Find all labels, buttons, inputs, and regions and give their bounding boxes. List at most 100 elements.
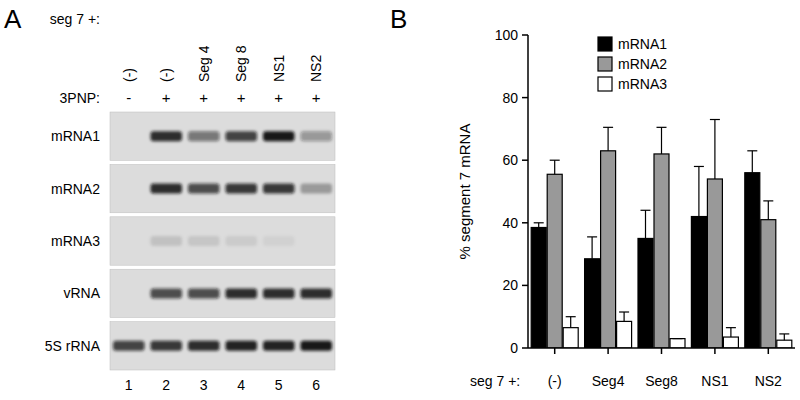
x-tick [768, 348, 770, 354]
band [226, 288, 258, 298]
legend-label: mRNA3 [618, 76, 667, 92]
band [113, 184, 145, 194]
treatment-sign: + [237, 89, 246, 106]
legend-label: mRNA2 [618, 56, 667, 72]
band [263, 131, 295, 141]
error-cap [587, 236, 597, 237]
error-bar [726, 328, 736, 337]
error-stem [768, 201, 769, 220]
x-tick [661, 348, 663, 354]
bar [563, 328, 578, 348]
error-stem [570, 317, 571, 328]
lane-label: NS2 [308, 55, 324, 82]
bar [617, 321, 632, 348]
bar [585, 259, 600, 348]
error-stem [752, 151, 753, 173]
legend: mRNA1 mRNA2 mRNA3 [598, 36, 667, 92]
error-bar [747, 151, 757, 173]
x-tick [714, 348, 716, 354]
lane-number: 1 [125, 377, 133, 393]
error-stem [591, 237, 592, 259]
panel-a: Aseg 7 +:(-)(-)Seg 4Seg 8NS1NS23PNP:-+++… [4, 4, 335, 393]
band [151, 341, 183, 351]
error-stem [623, 312, 624, 321]
x-tick [607, 348, 609, 354]
y-tick-label: 100 [495, 27, 519, 43]
y-tick-label: 0 [510, 340, 518, 356]
error-cap [694, 166, 704, 167]
treatment-sign: + [274, 89, 283, 106]
error-stem [784, 334, 785, 340]
lane-label: Seg 4 [196, 45, 212, 82]
band [301, 341, 333, 351]
y-tick [522, 222, 528, 224]
error-cap [673, 338, 683, 339]
error-cap [603, 127, 613, 128]
error-cap [550, 160, 560, 161]
panel-label: B [390, 4, 407, 34]
band [301, 184, 333, 194]
band [113, 341, 145, 351]
band [263, 184, 295, 194]
bar [777, 340, 792, 348]
y-tick-label: 80 [502, 90, 518, 106]
error-stem [698, 166, 699, 216]
band [226, 131, 258, 141]
y-axis [527, 35, 529, 348]
error-cap [619, 311, 629, 312]
band [113, 131, 145, 141]
row-label: mRNA3 [51, 233, 100, 249]
error-bar [641, 210, 651, 238]
band [151, 236, 183, 246]
error-bar [673, 338, 683, 339]
panel-b: B020406080100% segment 7 mRNA(-)Seg4Seg8… [390, 4, 795, 389]
band [301, 236, 333, 246]
row-label: vRNA [63, 285, 100, 301]
blot-panel [110, 269, 335, 317]
error-stem [730, 328, 731, 337]
lane-number: 4 [237, 377, 245, 393]
legend-label: mRNA1 [618, 36, 667, 52]
bar [745, 173, 760, 348]
bar [761, 220, 776, 348]
band [226, 236, 258, 246]
row-label: mRNA1 [51, 128, 100, 144]
treatment-sign: + [199, 89, 208, 106]
treatment-label: 3PNP: [60, 90, 100, 106]
bar [723, 337, 738, 348]
bars [531, 120, 792, 348]
band [188, 131, 220, 141]
band [263, 236, 295, 246]
lane-label: Seg 8 [233, 45, 249, 82]
band [188, 184, 220, 194]
treatment-sign: - [126, 89, 131, 106]
error-bar [550, 160, 560, 174]
error-cap [641, 210, 651, 211]
error-bar [619, 312, 629, 321]
error-cap [710, 119, 720, 120]
row-header: seg 7 +: [50, 11, 100, 27]
x-tick-label: (-) [548, 373, 562, 389]
band [226, 341, 258, 351]
lane-label: (-) [121, 68, 137, 82]
lane-label: (-) [158, 68, 174, 82]
band [301, 131, 333, 141]
lane-number: 3 [200, 377, 208, 393]
band [151, 131, 183, 141]
y-tick-label: 60 [502, 152, 518, 168]
legend-swatch [598, 57, 612, 71]
band [113, 236, 145, 246]
x-tick-label: Seg8 [645, 373, 678, 389]
blot-panel [110, 112, 335, 160]
error-stem [661, 127, 662, 154]
error-cap [747, 150, 757, 151]
error-cap [534, 222, 544, 223]
error-cap [657, 127, 667, 128]
x-tick-label: NS1 [701, 373, 728, 389]
band [263, 341, 295, 351]
band [226, 184, 258, 194]
error-bar [566, 317, 576, 328]
bar [638, 238, 653, 348]
lane-number: 2 [162, 377, 170, 393]
error-bar [534, 223, 544, 228]
